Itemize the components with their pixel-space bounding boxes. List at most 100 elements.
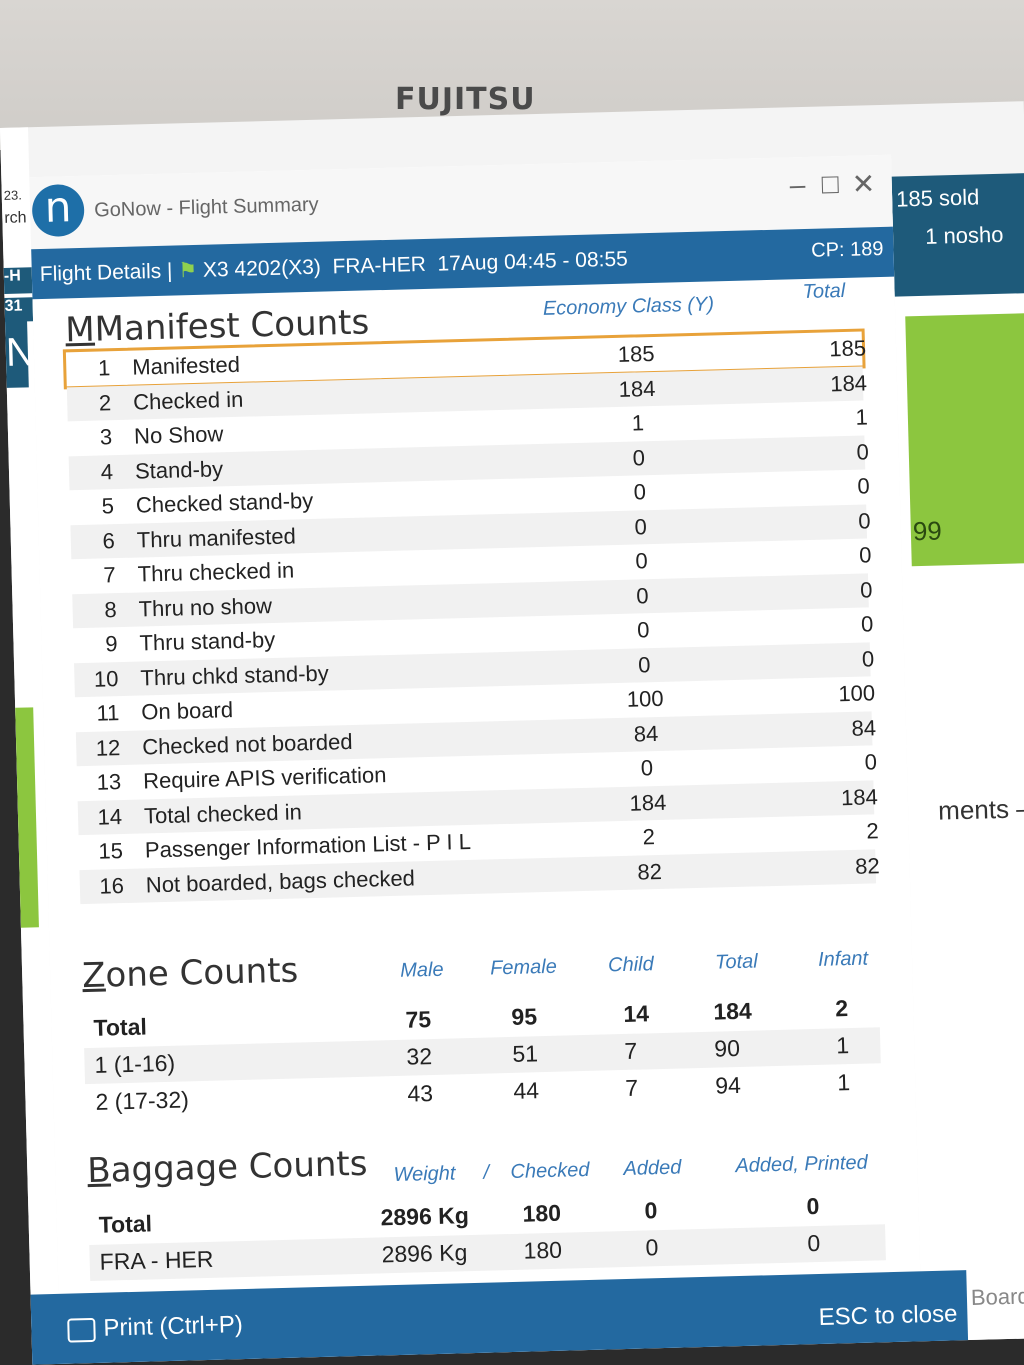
- zone-total: 184: [713, 997, 753, 1025]
- economy-value: 100: [626, 685, 664, 712]
- zone-total: 94: [714, 1071, 742, 1099]
- total-value: 0: [860, 611, 874, 637]
- baggage-weight: 2896 Kg: [381, 1239, 468, 1268]
- total-value: 0: [857, 473, 870, 499]
- row-number: 8: [104, 596, 117, 622]
- zone-male: 75: [405, 1006, 432, 1033]
- board-button[interactable]: Board: [970, 1283, 1024, 1310]
- economy-value: 185: [617, 340, 655, 367]
- zone-header-male: Male: [399, 958, 444, 982]
- baggage-header-weight: Weight: [393, 1162, 456, 1187]
- capacity-value: CP: 189: [810, 237, 884, 262]
- baggage-header-slash: /: [483, 1161, 490, 1184]
- total-value: 0: [861, 645, 875, 672]
- row-label: Thru chkd stand-by: [140, 660, 330, 691]
- economy-value: 0: [634, 513, 648, 540]
- row-number: 6: [102, 527, 116, 553]
- baggage-printed: 0: [806, 1192, 820, 1220]
- row-number: 16: [99, 872, 125, 899]
- manifest-title-text: Manifest Counts: [94, 302, 370, 350]
- row-label: No Show: [133, 421, 224, 449]
- row-label: Thru stand-by: [139, 626, 276, 656]
- zone-header-total: Total: [714, 950, 759, 974]
- print-button[interactable]: Print (Ctrl+P): [67, 1311, 243, 1344]
- zone-female: 51: [512, 1040, 539, 1067]
- window-title: GoNow - Flight Summary: [93, 193, 319, 222]
- row-label: Checked not boarded: [141, 728, 353, 759]
- economy-class-header: Economy Class (Y): [542, 293, 715, 320]
- total-header: Total: [802, 279, 846, 304]
- row-number: 3: [99, 424, 113, 450]
- manifest-counts-title: MManifest Counts: [64, 302, 370, 351]
- economy-value: 0: [636, 582, 649, 608]
- zone-header-infant: Infant: [817, 947, 869, 971]
- total-value: 84: [851, 714, 877, 741]
- zone-child: 14: [623, 1000, 650, 1027]
- economy-value: 1: [631, 410, 645, 436]
- row-number: 15: [98, 838, 124, 864]
- row-label: Stand-by: [134, 455, 224, 484]
- zone-title-text: one Counts: [104, 950, 299, 996]
- print-label: Print (Ctrl+P): [103, 1311, 244, 1342]
- row-label: Checked stand-by: [135, 487, 314, 518]
- esc-close-hint[interactable]: ESC to close: [818, 1300, 958, 1331]
- minimize-button[interactable]: –: [789, 168, 806, 201]
- app-logo-icon: n: [31, 182, 85, 238]
- bg-left-green-panel: [15, 707, 39, 928]
- zone-female: 95: [511, 1003, 538, 1030]
- flight-number: X3 4202(X3): [202, 255, 322, 282]
- economy-value: 184: [629, 789, 667, 816]
- total-value: 184: [840, 783, 879, 810]
- bg-left-tab[interactable]: -H: [3, 267, 33, 294]
- baggage-title-text: aggage Counts: [110, 1143, 368, 1191]
- baggage-header-checked: Checked: [510, 1158, 590, 1183]
- bg-right-text: ments –: [937, 793, 1024, 826]
- zone-infant: 1: [836, 1069, 851, 1096]
- row-number: 14: [97, 803, 123, 830]
- row-number: 2: [98, 389, 112, 415]
- row-label: Not boarded, bags checked: [145, 864, 416, 897]
- row-number: 10: [93, 665, 119, 692]
- total-value: 0: [859, 576, 873, 603]
- flight-summary-window: n GoNow - Flight Summary – □ ✕ Flight De…: [29, 154, 923, 1364]
- economy-value: 0: [637, 651, 651, 677]
- bg-right-green-panel: 99: [905, 313, 1024, 567]
- zone-label: 2 (17-32): [95, 1086, 190, 1115]
- zone-header-female: Female: [489, 955, 558, 980]
- baggage-weight: 2896 Kg: [380, 1202, 470, 1231]
- row-label: Thru no show: [138, 592, 273, 622]
- economy-value: 84: [633, 720, 659, 747]
- zone-infant: 2: [834, 995, 849, 1022]
- economy-value: 0: [632, 444, 646, 471]
- bg-left-text: N: [4, 317, 35, 388]
- total-value: 0: [856, 438, 870, 465]
- baggage-header-added: Added: [623, 1156, 682, 1181]
- economy-value: 0: [636, 617, 650, 643]
- economy-value: 0: [635, 548, 649, 574]
- zone-infant: 1: [835, 1032, 850, 1059]
- economy-value: 2: [642, 824, 656, 850]
- total-value: 100: [838, 680, 876, 707]
- row-label: Checked in: [132, 386, 244, 415]
- row-label: Thru checked in: [137, 557, 295, 587]
- bg-right-green-text: 99: [912, 515, 943, 547]
- row-label: Manifested: [131, 351, 241, 380]
- bg-left-text: 23.: [3, 187, 23, 203]
- printer-icon: [67, 1317, 96, 1343]
- row-number: 9: [104, 631, 118, 657]
- zone-male: 43: [407, 1080, 434, 1107]
- baggage-counts-title: Baggage Counts: [86, 1143, 368, 1192]
- sold-count: 185 sold: [895, 184, 980, 212]
- total-value: 1: [855, 404, 869, 430]
- close-button[interactable]: ✕: [851, 168, 876, 200]
- maximize-button[interactable]: □: [821, 168, 840, 200]
- economy-value: 0: [640, 755, 654, 781]
- flight-details-label: Flight Details |: [39, 259, 173, 287]
- row-number: 7: [103, 562, 117, 588]
- flight-route: FRA-HER: [332, 252, 427, 279]
- baggage-label: FRA - HER: [99, 1245, 214, 1275]
- baggage-added: 0: [645, 1234, 659, 1261]
- zone-counts-title: Zone Counts: [81, 950, 299, 997]
- baggage-added: 0: [644, 1197, 658, 1224]
- row-number: 11: [96, 700, 120, 726]
